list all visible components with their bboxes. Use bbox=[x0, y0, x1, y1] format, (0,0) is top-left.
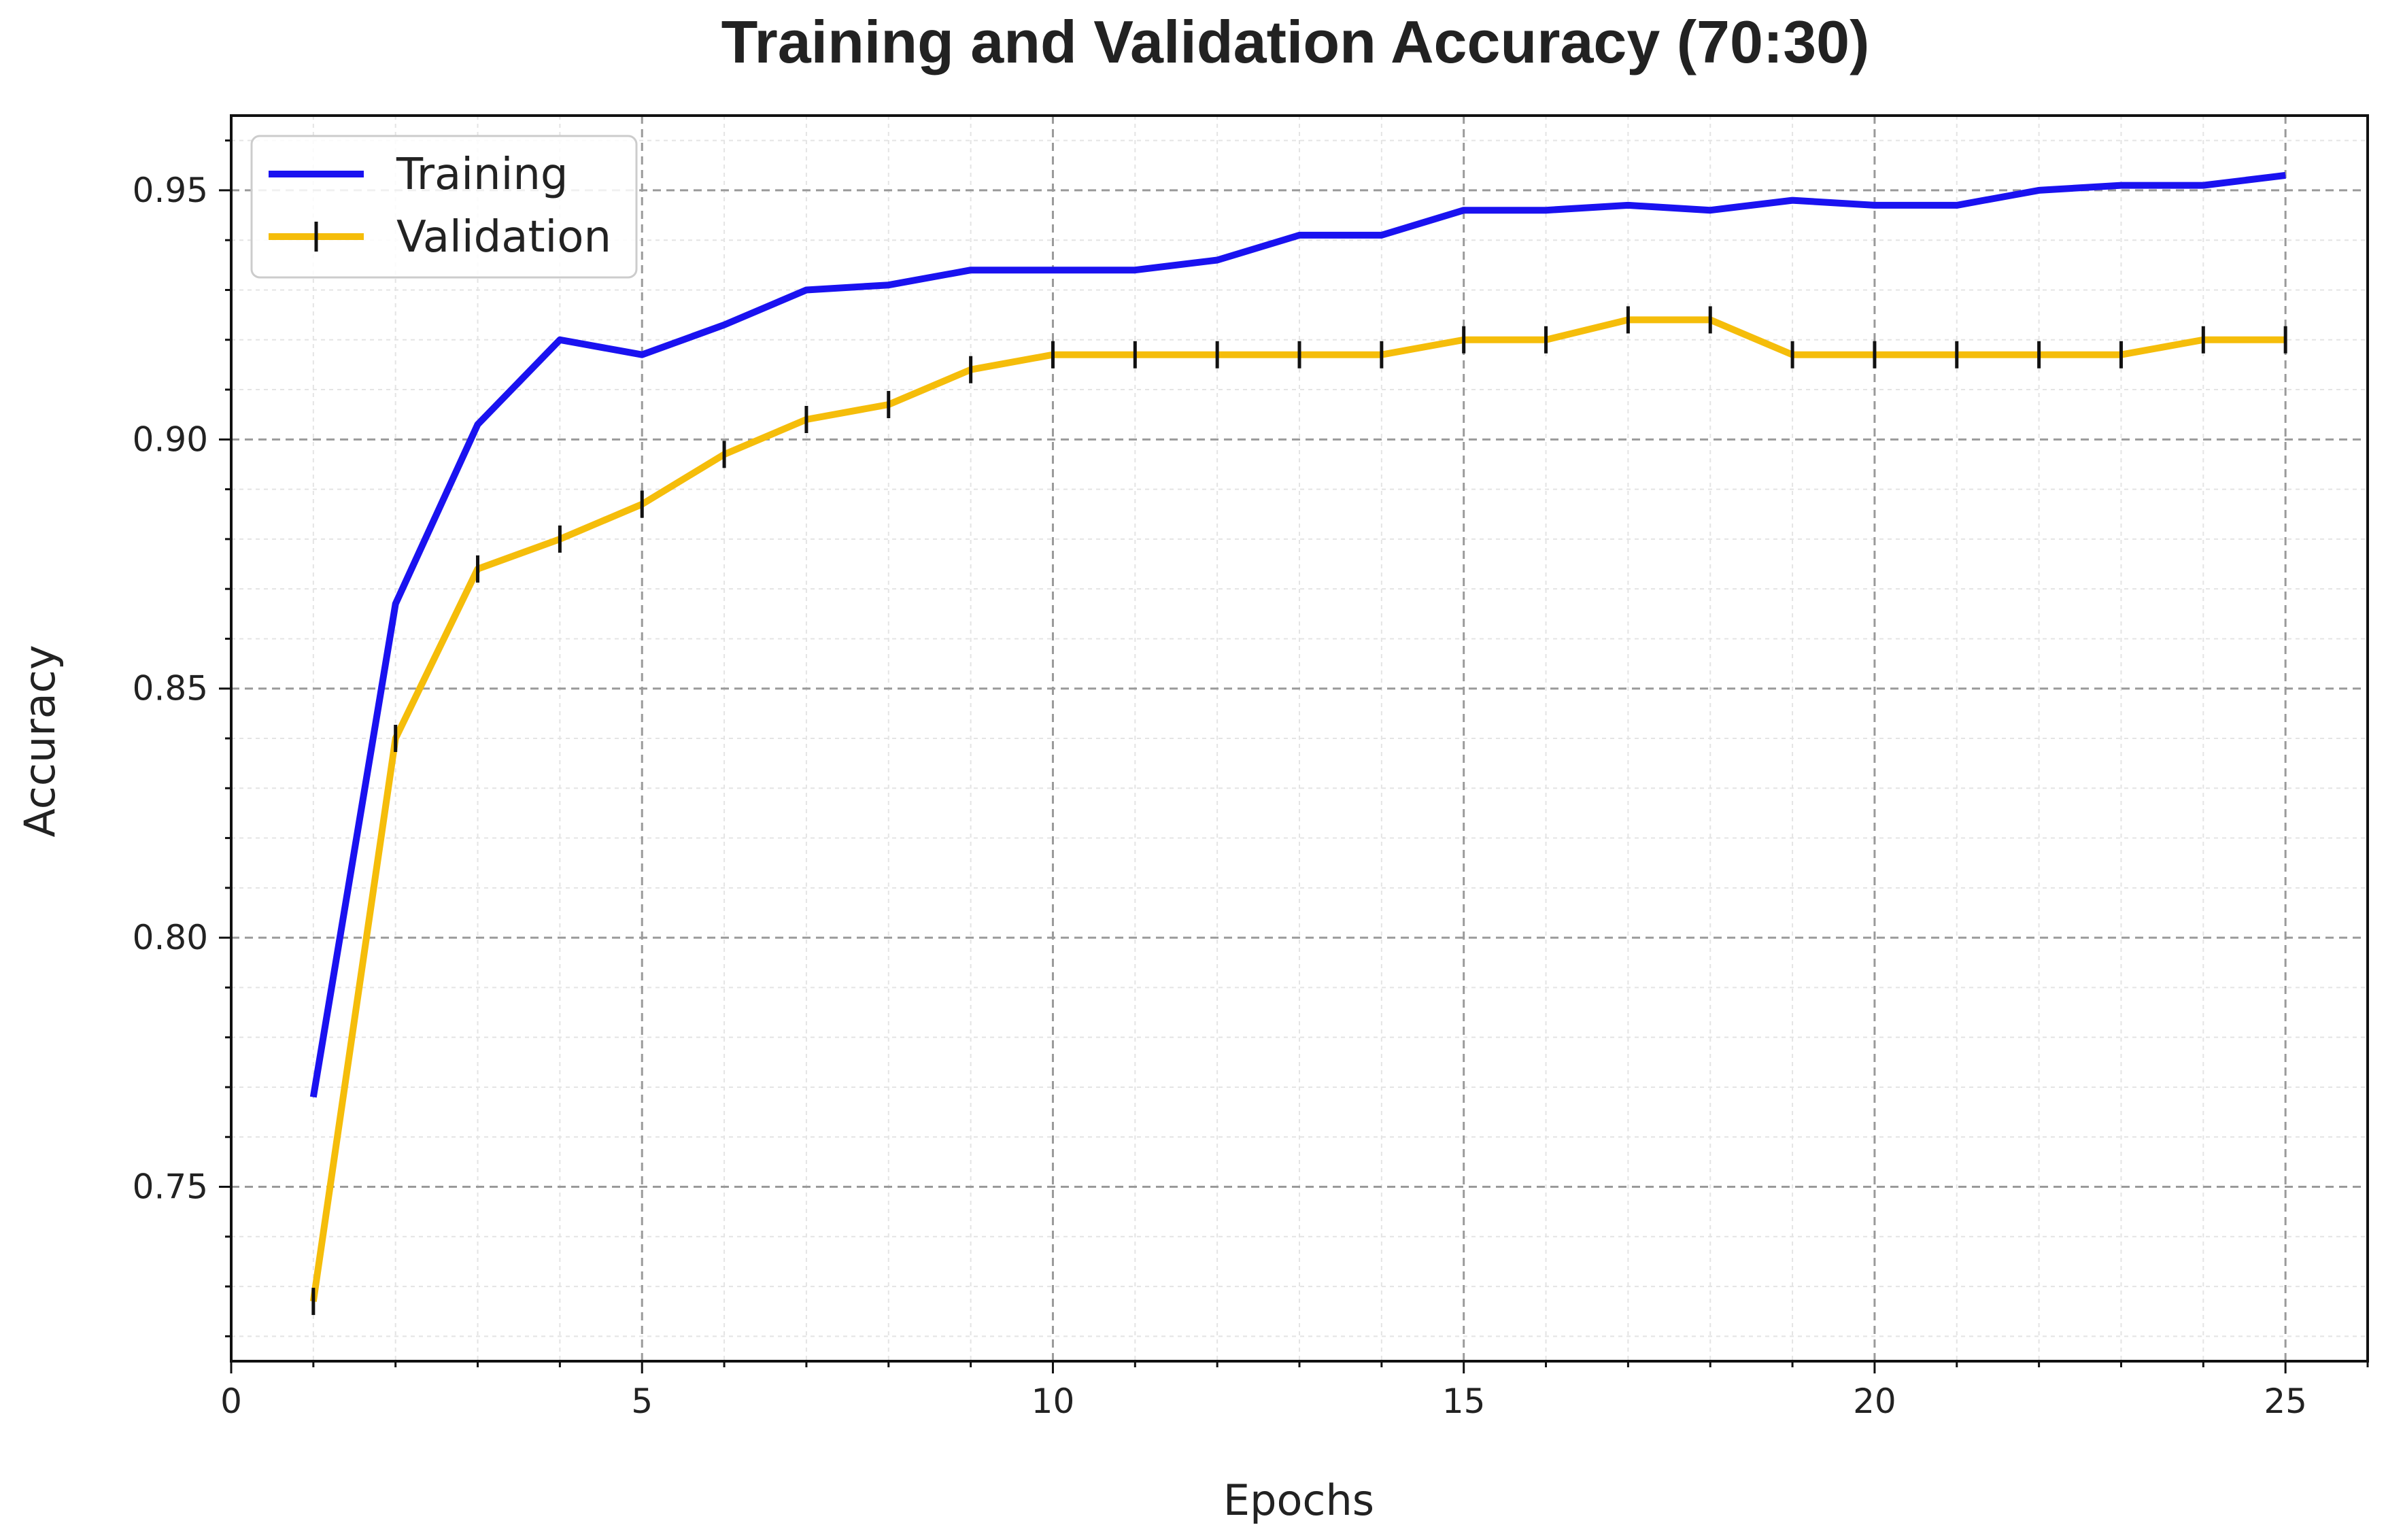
y-tick-label: 0.90 bbox=[133, 420, 208, 459]
x-tick-label: 25 bbox=[2264, 1382, 2307, 1421]
major-grid bbox=[231, 116, 2368, 1361]
legend-label-validation: Validation bbox=[396, 212, 611, 262]
data-point-training bbox=[641, 354, 643, 356]
y-tick-label: 0.95 bbox=[133, 171, 208, 210]
x-tick-label: 20 bbox=[1853, 1382, 1896, 1421]
x-tick-label: 0 bbox=[220, 1382, 242, 1421]
data-point-training bbox=[1709, 209, 1711, 211]
data-point-training bbox=[723, 324, 725, 326]
y-tick-label: 0.85 bbox=[133, 669, 208, 708]
y-axis-label: Accuracy bbox=[15, 645, 65, 837]
legend: Training Validation bbox=[250, 135, 638, 279]
data-point-training bbox=[888, 284, 889, 286]
x-tick-label: 10 bbox=[1032, 1382, 1075, 1421]
data-point-training bbox=[477, 424, 479, 425]
y-axis-ticks: 0.75 0.80 0.85 0.90 0.95 bbox=[133, 139, 231, 1337]
x-axis-label: Epochs bbox=[1223, 1475, 1374, 1525]
legend-label-training: Training bbox=[396, 150, 568, 200]
series-layer bbox=[309, 171, 2287, 1316]
data-point-training bbox=[1463, 209, 1465, 211]
data-point-training bbox=[970, 269, 972, 271]
chart-title: Training and Validation Accuracy (70:30) bbox=[721, 8, 1870, 75]
x-tick-label: 15 bbox=[1442, 1382, 1486, 1421]
data-point-training bbox=[1134, 269, 1136, 271]
data-point-training bbox=[1792, 200, 1793, 201]
x-axis-ticks: 0 5 10 15 20 25 bbox=[220, 1361, 2369, 1421]
y-tick-label: 0.75 bbox=[133, 1167, 208, 1207]
x-tick-label: 5 bbox=[631, 1382, 653, 1421]
minor-grid bbox=[231, 116, 2368, 1361]
data-point-training bbox=[2202, 185, 2204, 186]
y-tick-label: 0.80 bbox=[133, 918, 208, 957]
